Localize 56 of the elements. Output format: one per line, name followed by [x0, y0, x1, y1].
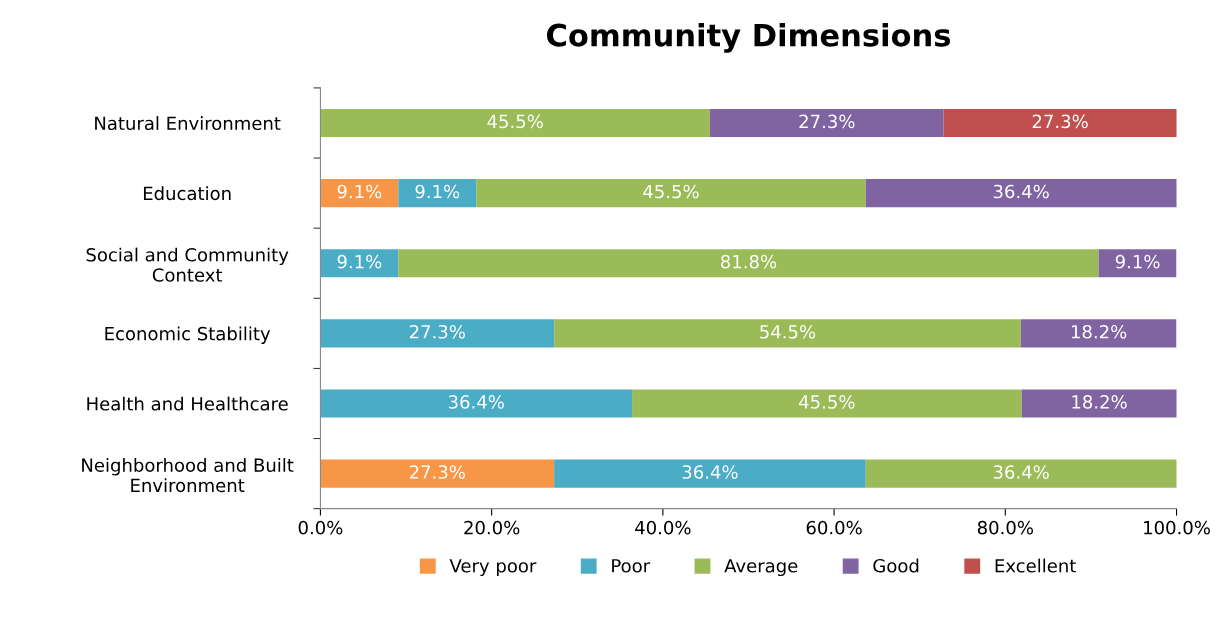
data-label: 36.4%: [682, 465, 738, 479]
data-label: 36.4%: [448, 395, 504, 409]
bar: [709, 108, 944, 138]
data-label: 18.2%: [1071, 324, 1127, 339]
x-tick-label: 80.0%: [977, 520, 1033, 535]
data-label: 45.5%: [487, 114, 543, 129]
data-label: 9.1%: [415, 184, 460, 199]
bar: [398, 249, 1099, 278]
y-tick-label: Education: [143, 186, 231, 201]
x-tick-label: 40.0%: [635, 520, 691, 535]
bar: [865, 459, 1177, 488]
bar: [398, 179, 477, 208]
bar: [632, 389, 1022, 418]
y-tick-label: Neighborhood and Built Environment: [82, 458, 294, 493]
data-label: 9.1%: [337, 254, 382, 269]
y-tick-label: Health and Healthcare: [87, 396, 288, 411]
legend-label: Good: [873, 558, 919, 573]
bar: [320, 389, 633, 418]
data-label: 27.3%: [409, 324, 465, 339]
data-label: 45.5%: [799, 395, 855, 409]
x-tick-label: 0.0%: [298, 520, 343, 535]
x-tick-label: 20.0%: [464, 520, 520, 535]
data-label: 36.4%: [993, 184, 1049, 199]
bar: [943, 108, 1177, 138]
y-tick-label: Natural Environment: [95, 116, 281, 131]
data-label: 27.3%: [799, 114, 855, 129]
data-label: 45.5%: [643, 184, 699, 199]
bar: [554, 459, 866, 488]
data-label: 81.8%: [721, 254, 777, 269]
data-label: 36.4%: [993, 465, 1049, 479]
bar: [1021, 389, 1177, 418]
y-tick-label: Social and Community Context: [86, 247, 289, 282]
data-label: 9.1%: [337, 184, 382, 199]
data-label: 27.3%: [1032, 114, 1088, 129]
bar: [554, 319, 1021, 348]
bar: [320, 179, 399, 208]
bar: [320, 319, 555, 348]
legend-label: Poor: [612, 559, 651, 573]
bar: [1098, 249, 1177, 278]
y-tick-label: Economic Stability: [105, 326, 271, 344]
data-label: 27.3%: [409, 465, 465, 479]
legend-label: Very poor: [449, 559, 537, 577]
x-tick-label: 100.0%: [1144, 520, 1210, 535]
legend-label: Excellent: [995, 558, 1076, 573]
bar: [1020, 319, 1177, 348]
legend-label: Average: [724, 559, 798, 577]
bar: [865, 179, 1177, 208]
x-tick-label: 60.0%: [806, 520, 862, 535]
bar: [320, 249, 399, 278]
bar: [320, 459, 555, 488]
data-label: 54.5%: [760, 324, 816, 339]
bar: [476, 179, 866, 208]
bar: [320, 108, 710, 138]
data-label: 9.1%: [1115, 254, 1160, 269]
data-label: 18.2%: [1072, 395, 1127, 409]
chart-title: Community Dimensions: [547, 23, 951, 53]
